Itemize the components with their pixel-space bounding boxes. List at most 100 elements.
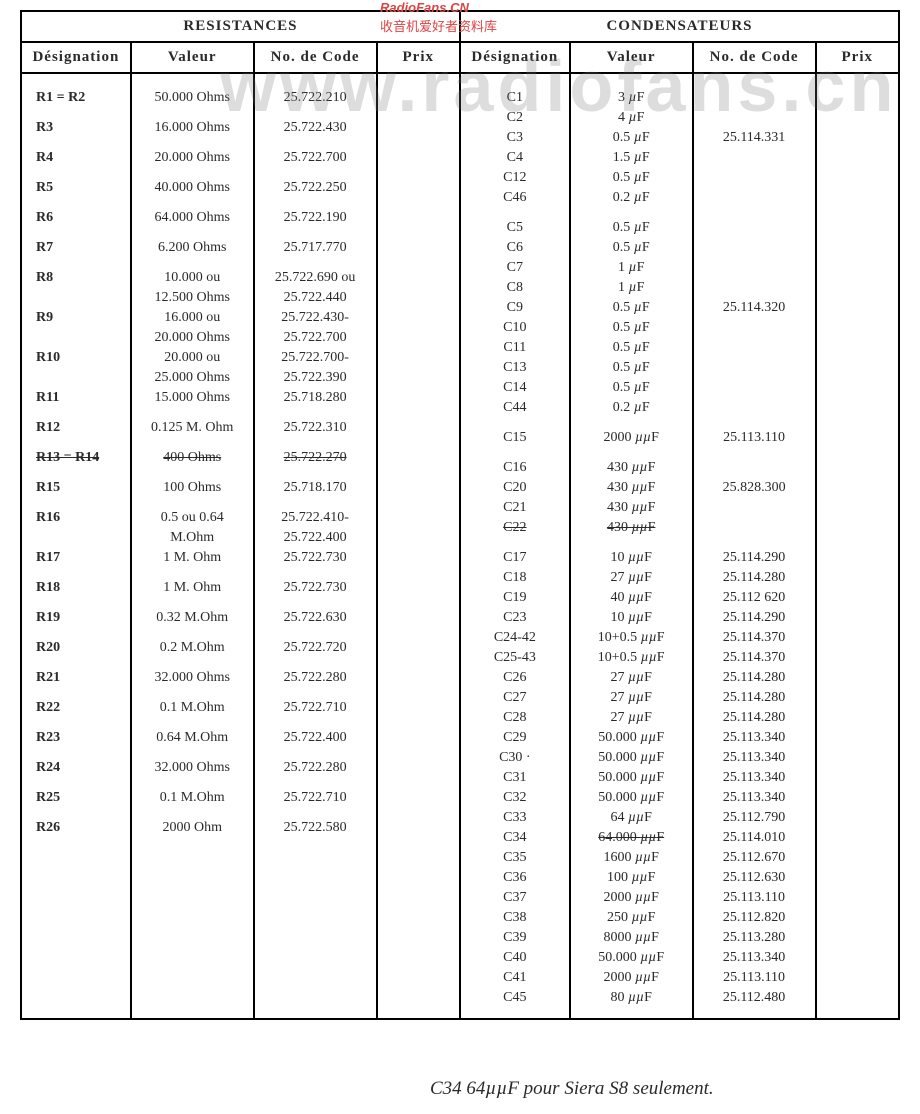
table-cell [698,498,811,518]
table-cell: 25.722.310 [259,418,372,438]
table-cell [382,178,455,198]
watermark-label: RadioFans.CN [380,0,469,15]
table-cell: C33 [465,808,565,828]
table-cell [821,688,894,708]
table-cell: 25.722.190 [259,208,372,228]
table-cell: 25.000 Ohms [136,368,249,388]
table-cell: 25.113.340 [698,788,811,808]
table-cell: 0.2 µF [575,188,688,208]
table-cell: 0.5 µF [575,238,688,258]
table-cell [821,648,894,668]
table-cell: 0.5 µF [575,358,688,378]
table-cell: 10 µµF [575,608,688,628]
table-cell: C19 [465,588,565,608]
table-cell: 0.5 µF [575,318,688,338]
col-code: No. de Code [693,42,816,73]
table-cell: R4 [26,148,136,168]
table-cell: 0.2 µF [575,398,688,418]
table-cell: C35 [465,848,565,868]
table-cell: 25.114.370 [698,648,811,668]
table-cell: 25.722.720 [259,638,372,658]
table-cell: 25.114.331 [698,128,811,148]
table-cell: 25.722.700 [259,148,372,168]
table-cell: R26 [26,818,136,838]
table-cell: R15 [26,478,136,498]
table-cell: 64 µµF [575,808,688,828]
table-cell: C17 [465,548,565,568]
table-cell [698,218,811,238]
table-cell: C29 [465,728,565,748]
table-cell: 6.200 Ohms [136,238,249,258]
table-cell: 25.113.340 [698,728,811,748]
table-cell: 0.5 µF [575,128,688,148]
table-cell: C10 [465,318,565,338]
table-cell: 25.112.820 [698,908,811,928]
table-cell: 1 µF [575,258,688,278]
table-cell [821,568,894,588]
table-cell: 0.32 M.Ohm [136,608,249,628]
table-cell [821,808,894,828]
table-cell: 27 µµF [575,708,688,728]
table-cell: C30 · [465,748,565,768]
table-cell: 25.113.340 [698,748,811,768]
table-cell: 25.112.670 [698,848,811,868]
table-cell: 25.722.280 [259,758,372,778]
table-cell [382,148,455,168]
table-cell [821,768,894,788]
table-cell: C24-42 [465,628,565,648]
table-cell: C18 [465,568,565,588]
table-cell: C7 [465,258,565,278]
table-cell: C27 [465,688,565,708]
table-cell [821,668,894,688]
table-cell: 1 M. Ohm [136,548,249,568]
table-cell [382,608,455,628]
handwritten-note: C34 64µµF pour Siera S8 seulement. [430,1078,714,1100]
table-cell [821,788,894,808]
table-cell: 25.722.700- [259,348,372,368]
table-cell: C15 [465,428,565,448]
table-cell: 25.722.440 [259,288,372,308]
table-cell: 25.722.730 [259,578,372,598]
table-cell: 0.5 µF [575,298,688,318]
parts-table: RESISTANCES CONDENSATEURS Désignation Va… [20,10,900,1020]
table-cell: 400 Ohms [136,448,249,468]
table-cell [26,368,136,388]
table-cell: C46 [465,188,565,208]
table-cell: C11 [465,338,565,358]
table-cell [698,258,811,278]
table-cell [821,848,894,868]
table-cell [821,88,894,108]
table-cell [821,728,894,748]
table-cell: R23 [26,728,136,748]
table-cell: 16.000 Ohms [136,118,249,138]
table-cell [821,358,894,378]
table-cell: C5 [465,218,565,238]
table-cell [821,928,894,948]
table-cell: C40 [465,948,565,968]
table-cell [698,278,811,298]
table-cell: R10 [26,348,136,368]
table-cell: R8 [26,268,136,288]
table-cell [821,968,894,988]
table-cell: 32.000 Ohms [136,758,249,778]
table-cell: 3 µF [575,88,688,108]
table-cell: 25.113.340 [698,768,811,788]
table-cell [698,518,811,538]
table-cell: 2000 µµF [575,428,688,448]
table-cell [698,238,811,258]
table-cell: C28 [465,708,565,728]
table-cell: R18 [26,578,136,598]
col-prix: Prix [816,42,899,73]
table-cell: C12 [465,168,565,188]
table-cell [821,458,894,478]
table-cell: 430 µµF [575,498,688,518]
table-cell: 27 µµF [575,568,688,588]
table-cell [382,418,455,438]
table-cell: 40 µµF [575,588,688,608]
table-cell: C25-43 [465,648,565,668]
table-cell: R16 [26,508,136,528]
table-cell: 430 µµF [575,458,688,478]
watermark-chinese: 收音机爱好者资料库 [380,16,497,35]
table-cell: 10+0.5 µµF [575,648,688,668]
table-cell: C2 [465,108,565,128]
